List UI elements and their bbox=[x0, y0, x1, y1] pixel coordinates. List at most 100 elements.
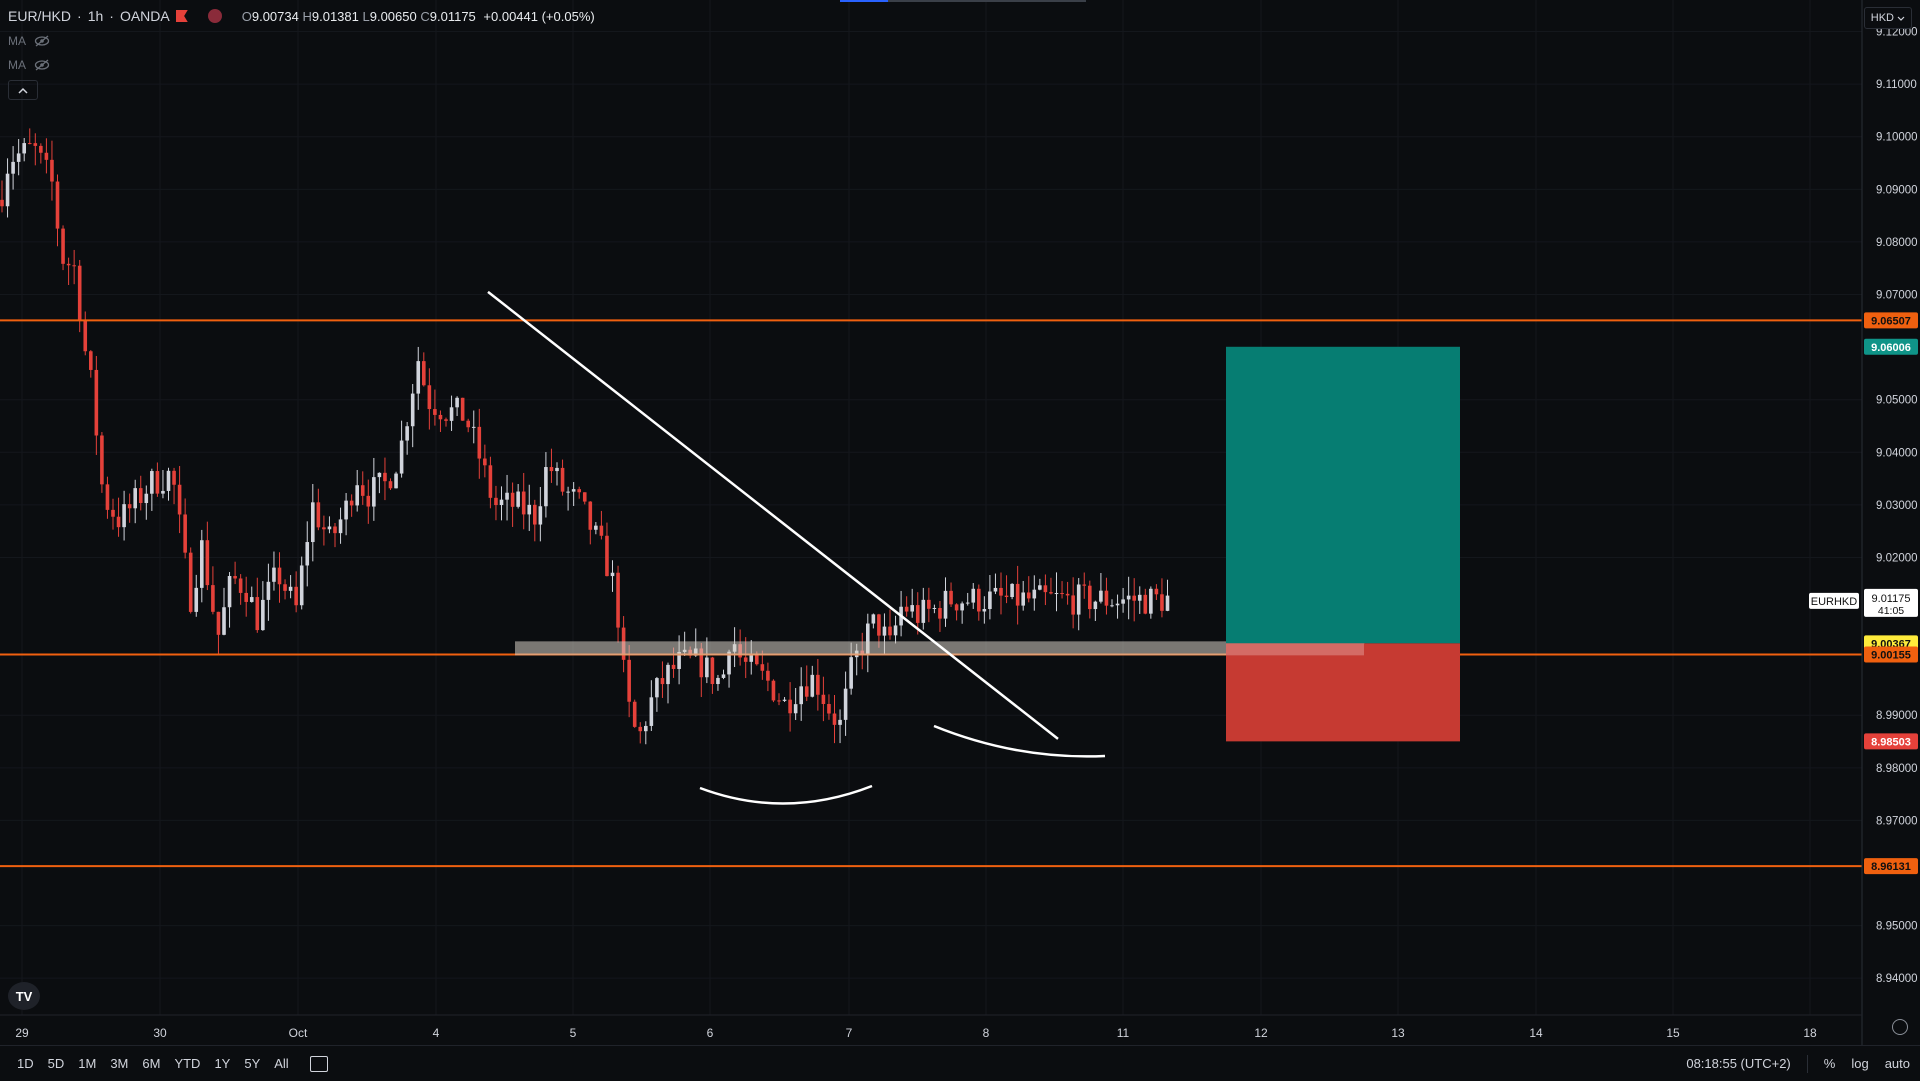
price-label-box[interactable] bbox=[1864, 338, 1918, 355]
neckline-zone[interactable] bbox=[515, 641, 1365, 656]
candle-body bbox=[660, 678, 665, 685]
high-value: 9.01381 bbox=[311, 8, 359, 24]
range-button[interactable]: 1D bbox=[17, 1056, 34, 1071]
range-button[interactable]: All bbox=[274, 1056, 289, 1071]
time-tick-label: 11 bbox=[1117, 1026, 1130, 1040]
price-axis[interactable]: 9.12000 9.11000 9.10000 9.09000 9.08000 9.070… bbox=[1809, 27, 1918, 986]
price-tick-label: 9.11000 bbox=[1876, 79, 1917, 91]
bottom-arc-right[interactable] bbox=[933, 724, 1106, 758]
candle-body bbox=[927, 599, 931, 609]
candle-body bbox=[344, 500, 348, 520]
candle-body bbox=[810, 674, 815, 697]
candle-body bbox=[938, 607, 942, 619]
range-button[interactable]: 5D bbox=[47, 1056, 65, 1071]
change-value: +0.00441 (+0.05%) bbox=[483, 8, 595, 24]
range-button[interactable]: 6M bbox=[142, 1056, 161, 1071]
candle-body bbox=[227, 575, 232, 608]
candle-body bbox=[388, 481, 393, 489]
range-button[interactable]: 1M bbox=[78, 1056, 97, 1071]
candle-body bbox=[410, 393, 415, 427]
candle-body bbox=[166, 470, 171, 491]
clock-display[interactable]: 08:18:55 (UTC+2) bbox=[1686, 1056, 1791, 1071]
position-profit-zone[interactable] bbox=[1226, 346, 1460, 644]
candle-body bbox=[527, 504, 532, 515]
candle-body bbox=[910, 605, 914, 612]
percent-toggle[interactable]: % bbox=[1823, 1056, 1836, 1071]
time-tick-label: 30 bbox=[153, 1026, 167, 1040]
tradingview-logo-icon[interactable]: TV bbox=[8, 982, 40, 1010]
last-price-box[interactable] bbox=[1864, 588, 1918, 617]
calendar-goto-icon[interactable] bbox=[309, 1055, 328, 1072]
price-label-box[interactable] bbox=[1864, 733, 1918, 750]
flag-icon[interactable] bbox=[175, 10, 188, 22]
open-value: 9.00734 bbox=[251, 8, 299, 24]
price-label-box[interactable] bbox=[1864, 858, 1918, 875]
candle-body bbox=[666, 664, 670, 685]
candle-body bbox=[383, 472, 387, 482]
candle-body bbox=[560, 467, 565, 492]
candle-body bbox=[577, 489, 581, 493]
candle-body bbox=[655, 678, 659, 698]
candle-body bbox=[327, 526, 332, 530]
range-button[interactable]: 5Y bbox=[244, 1056, 261, 1071]
candle-body bbox=[721, 674, 726, 678]
position-loss-zone[interactable] bbox=[1226, 643, 1460, 742]
symbol-name[interactable]: EUR/HKD bbox=[8, 8, 72, 24]
candle-body bbox=[444, 419, 448, 421]
log-toggle[interactable]: log bbox=[1851, 1056, 1869, 1071]
currency-button[interactable]: HKD bbox=[1863, 7, 1912, 29]
price-tick-label: 9.05000 bbox=[1876, 395, 1918, 407]
candle-body bbox=[494, 497, 498, 506]
symbol-tag-text: EURHKD bbox=[1811, 596, 1858, 608]
candle-body bbox=[1038, 585, 1042, 590]
candle-body bbox=[827, 704, 831, 714]
range-button[interactable]: YTD bbox=[174, 1056, 201, 1071]
range-button[interactable]: 3M bbox=[110, 1056, 129, 1071]
candle-body bbox=[1010, 583, 1014, 598]
candle-body bbox=[599, 525, 604, 536]
open-label: O bbox=[241, 8, 252, 24]
price-label-text: 8.96131 bbox=[1871, 861, 1911, 873]
candle-body bbox=[133, 488, 137, 509]
indicator-row[interactable]: MA bbox=[8, 58, 50, 72]
price-tick-label: 9.03000 bbox=[1876, 500, 1918, 512]
candle-body bbox=[216, 611, 221, 635]
candle-body bbox=[793, 704, 798, 714]
candle-body bbox=[122, 504, 126, 528]
time-tick-label: 5 bbox=[570, 1026, 577, 1040]
price-axis-background bbox=[1862, 0, 1920, 1045]
ohlc-values: O9.00734 H9.01381 L9.00650 C9.01175 +0.0… bbox=[242, 9, 595, 24]
gear-icon[interactable] bbox=[1892, 1019, 1908, 1035]
candle-body bbox=[960, 603, 964, 611]
candle-body bbox=[743, 657, 748, 662]
drawings-layer[interactable] bbox=[0, 290, 1862, 868]
interval-label[interactable]: 1h bbox=[87, 8, 104, 24]
candle-body bbox=[138, 488, 143, 504]
candle-body bbox=[1088, 585, 1092, 610]
time-axis[interactable]: 29 30 Oct 4 5 6 7 8 11 12 13 14 15 18 bbox=[15, 1026, 1817, 1040]
auto-toggle[interactable]: auto bbox=[1884, 1056, 1910, 1071]
symbol-legend[interactable]: EUR/HKD · 1h · OANDA O9.00734 H9.01381 L… bbox=[8, 8, 595, 24]
collapse-legend-button[interactable] bbox=[8, 80, 38, 100]
candle-body bbox=[838, 719, 842, 725]
market-status-icon[interactable] bbox=[207, 9, 222, 23]
time-tick-label: 8 bbox=[983, 1026, 990, 1040]
eye-off-icon[interactable] bbox=[34, 35, 50, 47]
price-tick-label: 8.97000 bbox=[1876, 815, 1918, 827]
candle-body bbox=[177, 484, 182, 515]
range-button[interactable]: 1Y bbox=[214, 1056, 231, 1071]
candle-body bbox=[422, 361, 426, 386]
bottom-arc-left[interactable] bbox=[699, 784, 873, 805]
indicator-row[interactable]: MA bbox=[8, 34, 50, 48]
candle-body bbox=[355, 485, 359, 506]
trendline[interactable] bbox=[487, 290, 1059, 740]
candle-body bbox=[965, 602, 970, 604]
price-label-box[interactable] bbox=[1864, 312, 1918, 329]
price-label-box[interactable] bbox=[1864, 646, 1918, 663]
candle-body bbox=[705, 657, 709, 678]
eye-off-icon[interactable] bbox=[34, 59, 50, 71]
indicator-label: MA bbox=[8, 34, 26, 48]
candle-body bbox=[1115, 603, 1120, 606]
candle-body bbox=[1071, 595, 1075, 615]
